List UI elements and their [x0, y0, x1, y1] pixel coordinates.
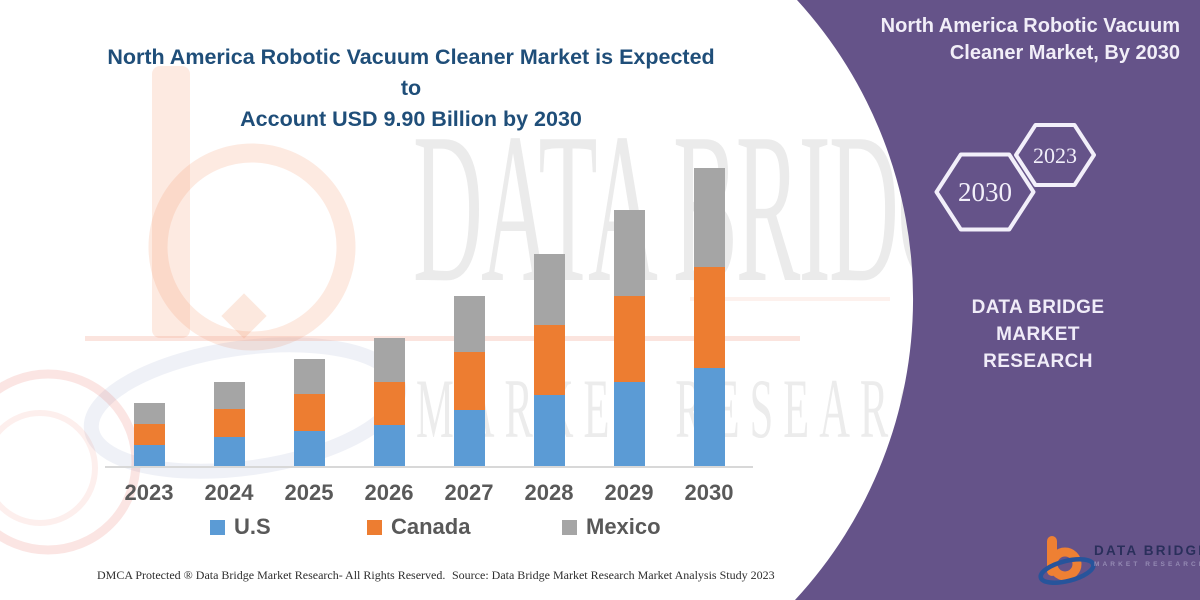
bar-2023 [133, 402, 165, 466]
company-logo-icon [1038, 536, 1096, 585]
bar-2026 [373, 338, 405, 466]
hexagon-2023-label: 2023 [1033, 143, 1077, 168]
side-panel-title-line1: North America Robotic Vacuum [880, 15, 1180, 37]
bar-segment-mexico-2030 [693, 168, 725, 268]
source-note: Source: Data Bridge Market Research Mark… [452, 568, 775, 582]
bar-segment-us-2026 [373, 425, 405, 466]
bar-2027 [453, 295, 485, 466]
hexagon-2023: 2023 [1014, 123, 1096, 187]
bar-segment-mexico-2026 [373, 338, 405, 382]
x-label-2030: 2030 [684, 480, 734, 505]
x-label-2027: 2027 [444, 480, 494, 505]
side-panel-brand: DATA BRIDGE MARKET RESEARCH [928, 294, 1148, 375]
company-logo-brand: DATA BRIDGE [1094, 543, 1200, 558]
bar-segment-us-2024 [213, 437, 245, 466]
watermark-underline [85, 336, 800, 341]
bar-segment-mexico-2025 [293, 359, 325, 394]
watermark-logo-stem [152, 66, 190, 338]
bar-segment-canada-2029 [613, 295, 645, 382]
legend-swatch-mexico [562, 519, 577, 535]
watermark-sub-text: MARKET RESEARCH [416, 362, 978, 456]
chart-title-line1: North America Robotic Vacuum Cleaner Mar… [107, 45, 715, 100]
bar-segment-canada-2028 [533, 324, 565, 396]
side-panel-brand-line2: RESEARCH [983, 351, 1093, 372]
bar-segment-mexico-2024 [213, 381, 245, 409]
side-panel-title: North America Robotic Vacuum Cleaner Mar… [860, 13, 1180, 67]
x-label-2029: 2029 [604, 480, 654, 505]
dmca-notice: DMCA Protected ® Data Bridge Market Rese… [97, 568, 446, 582]
bar-segment-us-2027 [453, 410, 485, 466]
bar-segment-canada-2023 [133, 423, 165, 445]
legend-label-mexico: Mexico [586, 514, 661, 539]
hexagon-2030: 2030 [934, 152, 1036, 232]
watermark-underline-2 [690, 297, 890, 301]
bar-segment-mexico-2023 [133, 402, 165, 424]
company-logo: DATA BRIDGE MARKET RESEARCH [1036, 532, 1200, 588]
legend-item-us: U.S [210, 513, 271, 541]
bar-2024 [213, 381, 245, 466]
bar-2030 [693, 168, 725, 466]
company-logo-sub: MARKET RESEARCH [1094, 561, 1200, 568]
bar-segment-us-2023 [133, 444, 165, 466]
legend-label-canada: Canada [391, 514, 471, 539]
bar-segment-us-2028 [533, 395, 565, 466]
legend-item-canada: Canada [367, 513, 470, 541]
legend-label-us: U.S [234, 514, 271, 539]
x-axis-line [105, 466, 753, 468]
bar-segment-mexico-2029 [613, 210, 645, 296]
bar-2025 [293, 359, 325, 466]
bar-segment-mexico-2027 [453, 295, 485, 352]
side-panel-brand-line1: DATA BRIDGE MARKET [971, 297, 1105, 345]
x-label-2024: 2024 [204, 480, 254, 505]
side-panel-title-line2: Cleaner Market, By 2030 [949, 42, 1180, 64]
bar-2029 [613, 210, 645, 466]
bar-segment-canada-2025 [293, 393, 325, 432]
bar-segment-us-2025 [293, 431, 325, 466]
bar-segment-us-2029 [613, 381, 645, 466]
chart-title: North America Robotic Vacuum Cleaner Mar… [95, 42, 727, 135]
bar-segment-canada-2030 [693, 267, 725, 369]
x-label-2028: 2028 [524, 480, 574, 505]
legend-swatch-us [210, 519, 225, 535]
hexagon-2030-label: 2030 [958, 177, 1012, 207]
x-label-2023: 2023 [124, 480, 174, 505]
x-label-2026: 2026 [364, 480, 414, 505]
bar-2028 [533, 253, 565, 466]
bar-segment-canada-2024 [213, 408, 245, 438]
legend-item-mexico: Mexico [562, 513, 661, 541]
bar-segment-mexico-2028 [533, 253, 565, 325]
company-logo-text: DATA BRIDGE MARKET RESEARCH [1094, 543, 1200, 568]
x-label-2025: 2025 [284, 480, 334, 505]
bar-segment-canada-2027 [453, 351, 485, 411]
bar-segment-canada-2026 [373, 381, 405, 426]
legend-swatch-canada [367, 519, 382, 535]
chart-title-line2: Account USD 9.90 Billion by 2030 [240, 107, 582, 131]
bar-segment-us-2030 [693, 368, 725, 466]
